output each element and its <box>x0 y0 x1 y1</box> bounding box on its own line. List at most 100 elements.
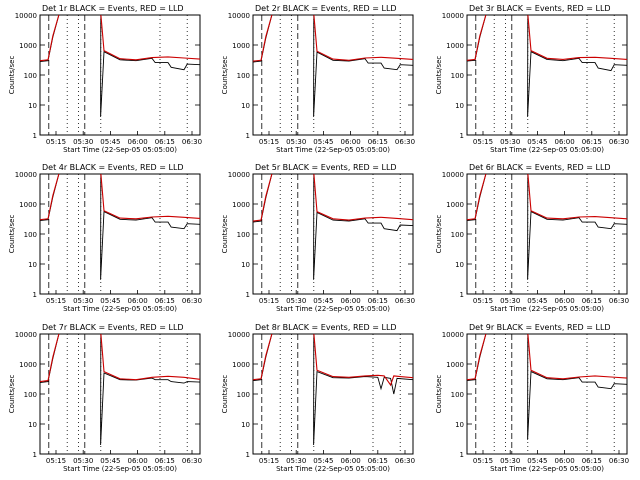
x-axis-label: Start Time (22-Sep-05 05:05:00) <box>490 465 604 473</box>
x-tick-label: 06:00 <box>128 297 148 305</box>
y-tick-label: 100 <box>24 391 37 399</box>
chart-title: Det 4r BLACK = Events, RED = LLD <box>42 163 184 172</box>
plot-frame <box>39 333 201 455</box>
series-line-lld <box>40 15 200 62</box>
x-tick-label: 05:45 <box>100 138 120 146</box>
x-tick-label: 05:45 <box>527 138 547 146</box>
x-tick-label: 06:00 <box>555 297 575 305</box>
series-line-events <box>467 15 627 117</box>
y-tick-label: 10 <box>241 102 250 110</box>
y-axis-label: Counts/sec <box>221 215 229 254</box>
x-tick-label: 06:30 <box>182 297 202 305</box>
series-line-events <box>253 334 413 446</box>
chart-panel-5: Det 5r BLACK = Events, RED = LLD 1 10 100 10… <box>221 163 415 313</box>
y-tick-label: 100 <box>451 231 464 239</box>
x-tick-label: 06:00 <box>555 457 575 465</box>
y-tick-label: 1 <box>33 291 37 299</box>
x-tick-label: 06:30 <box>395 457 415 465</box>
chart-panel-4: Det 4r BLACK = Events, RED = LLD 1 10 100 10… <box>8 163 202 313</box>
x-tick-label: 05:45 <box>100 457 120 465</box>
x-axis-label: Start Time (22-Sep-05 05:05:00) <box>276 146 390 154</box>
series-line-lld <box>467 334 627 381</box>
y-tick-label: 10000 <box>442 171 464 179</box>
y-tick-label: 10000 <box>228 12 250 20</box>
x-axis-label: Start Time (22-Sep-05 05:05:00) <box>276 465 390 473</box>
series-line-events <box>40 15 200 117</box>
chart-panel-2: Det 2r BLACK = Events, RED = LLD 1 10 100 10… <box>221 4 415 154</box>
chart-title: Det 9r BLACK = Events, RED = LLD <box>469 323 611 332</box>
y-axis-label: Counts/sec <box>8 56 16 95</box>
y-tick-label: 1 <box>246 132 250 140</box>
x-tick-label: 06:15 <box>582 457 602 465</box>
y-tick-label: 1000 <box>446 361 464 369</box>
x-tick-label: 06:15 <box>155 138 175 146</box>
x-axis-label: Start Time (22-Sep-05 05:05:00) <box>276 305 390 313</box>
y-tick-label: 10 <box>28 261 37 269</box>
y-tick-label: 10 <box>455 261 464 269</box>
y-tick-label: 1000 <box>232 201 250 209</box>
y-axis-label: Counts/sec <box>435 375 443 414</box>
series-line-lld <box>467 15 627 61</box>
y-tick-label: 1 <box>460 132 464 140</box>
chart-panel-3: Det 3r BLACK = Events, RED = LLD 1 10 100 10… <box>435 4 629 154</box>
x-tick-label: 06:15 <box>582 138 602 146</box>
x-tick-label: 05:30 <box>73 138 93 146</box>
y-axis-label: Counts/sec <box>221 375 229 414</box>
chart-panel-1: Det 1r BLACK = Events, RED = LLD 1 10 100 10… <box>8 4 202 154</box>
chart-title: Det 7r BLACK = Events, RED = LLD <box>42 323 184 332</box>
y-tick-label: 1 <box>246 291 250 299</box>
x-tick-label: 06:30 <box>182 138 202 146</box>
x-tick-label: 05:30 <box>73 297 93 305</box>
y-tick-label: 1000 <box>232 42 250 50</box>
y-tick-label: 1000 <box>446 201 464 209</box>
x-tick-label: 06:30 <box>395 297 415 305</box>
plot-frame <box>252 14 414 136</box>
x-tick-label: 05:15 <box>46 297 66 305</box>
series-line-lld <box>40 334 200 383</box>
series-line-events <box>467 174 627 280</box>
plot-frame <box>39 14 201 136</box>
x-tick-label: 05:15 <box>259 297 279 305</box>
x-axis-label: Start Time (22-Sep-05 05:05:00) <box>63 465 177 473</box>
plot-frame <box>39 173 201 295</box>
y-tick-label: 100 <box>451 391 464 399</box>
x-tick-label: 05:30 <box>500 138 520 146</box>
x-tick-label: 05:30 <box>286 138 306 146</box>
y-tick-label: 10000 <box>228 331 250 339</box>
y-tick-label: 1 <box>460 451 464 459</box>
y-tick-label: 100 <box>237 391 250 399</box>
series-line-lld <box>253 174 413 222</box>
x-tick-label: 05:15 <box>473 457 493 465</box>
x-tick-label: 05:30 <box>500 457 520 465</box>
x-tick-label: 05:30 <box>500 297 520 305</box>
plot-frame <box>252 173 414 295</box>
y-tick-label: 100 <box>451 72 464 80</box>
chart-title: Det 2r BLACK = Events, RED = LLD <box>255 4 397 13</box>
x-tick-label: 05:45 <box>527 297 547 305</box>
plot-frame <box>466 333 628 455</box>
x-tick-label: 05:45 <box>313 297 333 305</box>
series-line-lld <box>467 174 627 221</box>
x-tick-label: 06:15 <box>155 297 175 305</box>
chart-title: Det 5r BLACK = Events, RED = LLD <box>255 163 397 172</box>
x-tick-label: 05:15 <box>473 138 493 146</box>
x-tick-label: 05:45 <box>313 138 333 146</box>
x-tick-label: 06:30 <box>182 457 202 465</box>
x-tick-label: 05:30 <box>73 457 93 465</box>
x-tick-label: 06:15 <box>155 457 175 465</box>
plot-frame <box>252 333 414 455</box>
x-tick-label: 05:45 <box>100 297 120 305</box>
chart-title: Det 8r BLACK = Events, RED = LLD <box>255 323 397 332</box>
x-tick-label: 06:30 <box>609 297 629 305</box>
y-axis-label: Counts/sec <box>435 215 443 254</box>
x-tick-label: 06:00 <box>128 457 148 465</box>
x-tick-label: 05:45 <box>527 457 547 465</box>
y-tick-label: 10000 <box>15 331 37 339</box>
chart-panel-7: Det 7r BLACK = Events, RED = LLD 1 10 100 10… <box>8 323 202 473</box>
x-tick-label: 06:00 <box>341 138 361 146</box>
y-tick-label: 1 <box>33 451 37 459</box>
y-tick-label: 1000 <box>446 42 464 50</box>
y-tick-label: 1 <box>246 451 250 459</box>
x-tick-label: 06:00 <box>341 457 361 465</box>
